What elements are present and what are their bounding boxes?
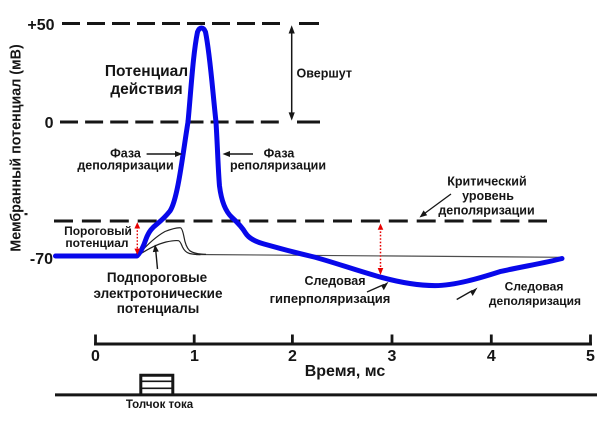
svg-text:деполяризации: деполяризации [77, 158, 173, 172]
svg-text:5: 5 [586, 348, 595, 365]
svg-text:Мембранный потенциал (мВ): Мембранный потенциал (мВ) [9, 44, 25, 252]
svg-text:Следовая: Следовая [505, 280, 564, 294]
svg-text:Критический: Критический [447, 175, 526, 189]
svg-text:действия: действия [110, 81, 182, 98]
svg-text:4: 4 [487, 348, 496, 365]
svg-text:потенциалы: потенциалы [117, 301, 200, 316]
svg-text:Потенциал: Потенциал [105, 63, 188, 80]
svg-text:3: 3 [388, 348, 397, 365]
svg-text:Овершут: Овершут [297, 67, 352, 81]
svg-text:Время, мс: Время, мс [305, 363, 386, 380]
svg-text:реполяризации: реполяризации [230, 158, 326, 172]
svg-text:уровень: уровень [462, 189, 514, 203]
svg-text:потенциал: потенциал [65, 236, 128, 250]
svg-text:2: 2 [288, 348, 297, 365]
svg-text:0: 0 [91, 348, 100, 365]
svg-text:электротонические: электротонические [94, 286, 223, 301]
svg-text:деполяризация: деполяризация [489, 294, 581, 308]
svg-text:1: 1 [190, 348, 199, 365]
svg-text:деполяризации: деполяризации [438, 204, 534, 218]
svg-text:Толчок тока: Толчок тока [126, 399, 194, 411]
svg-text:-70: -70 [30, 251, 53, 268]
svg-text:+50: +50 [27, 17, 54, 34]
svg-text:Фаза: Фаза [110, 147, 142, 161]
svg-text:0: 0 [45, 115, 54, 132]
svg-text:Фаза: Фаза [264, 147, 296, 161]
svg-text:Подпороговые: Подпороговые [107, 270, 208, 285]
svg-text:Следовая: Следовая [304, 274, 365, 288]
svg-text:гиперполяризация: гиперполяризация [270, 291, 391, 306]
svg-text:Пороговый: Пороговый [64, 224, 132, 238]
